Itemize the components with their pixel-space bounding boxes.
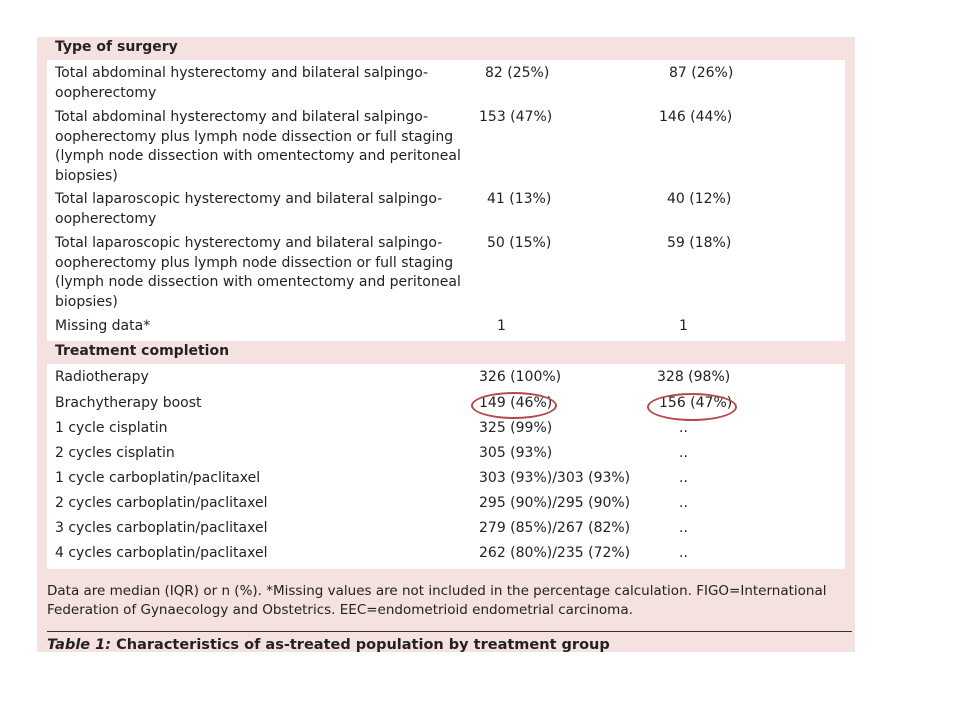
row-value-group1: 326 (100%)	[479, 369, 562, 385]
row-label: 1 cycle cisplatin	[55, 420, 168, 436]
row-value-group2: ..	[679, 470, 688, 486]
row-value-group2: 1	[679, 318, 688, 334]
row-label: 2 cycles cisplatin	[55, 445, 175, 461]
row-value-group1: 305 (93%)	[479, 445, 553, 461]
row-value-group1: 41 (13%)	[487, 191, 552, 207]
table-number: Table 1:	[47, 637, 112, 652]
row-value-group1: 303 (93%)/303 (93%)	[479, 470, 631, 486]
row-value-group1: 1	[497, 318, 506, 334]
section-header-treatment-completion: Treatment completion	[55, 343, 230, 359]
row-label: Total laparoscopic hysterectomy and bila…	[55, 191, 443, 227]
row-value-group2: ..	[679, 545, 688, 561]
row-label: Total abdominal hysterectomy and bilater…	[55, 65, 429, 101]
section-header-type-of-surgery: Type of surgery	[55, 39, 178, 55]
row-value-group1: 262 (80%)/235 (72%)	[479, 545, 631, 561]
row-label: Brachytherapy boost	[55, 395, 202, 411]
row-label: Radiotherapy	[55, 369, 149, 385]
row-label: 2 cycles carboplatin/paclitaxel	[55, 495, 268, 511]
table-panel: Type of surgery Total abdominal hysterec…	[37, 37, 855, 652]
table-title: Characteristics of as-treated population…	[116, 637, 610, 652]
table-caption: Table 1: Characteristics of as-treated p…	[47, 637, 610, 652]
row-value-group2: 59 (18%)	[667, 235, 732, 251]
table-footnote: Data are median (IQR) or n (%). *Missing…	[47, 583, 827, 618]
row-value-group2: ..	[679, 520, 688, 536]
section-body-type-of-surgery	[47, 60, 845, 341]
row-value-group2: ..	[679, 445, 688, 461]
row-label: Total abdominal hysterectomy and bilater…	[55, 109, 461, 184]
row-value-group2: ..	[679, 420, 688, 436]
row-label: Missing data*	[55, 318, 151, 334]
row-value-group1: 279 (85%)/267 (82%)	[479, 520, 631, 536]
row-value-group1: 295 (90%)/295 (90%)	[479, 495, 631, 511]
row-value-group2: 146 (44%)	[659, 109, 733, 125]
row-value-group1: 153 (47%)	[479, 109, 553, 125]
row-value-group2: 328 (98%)	[657, 369, 731, 385]
row-label: 3 cycles carboplatin/paclitaxel	[55, 520, 268, 536]
row-value-group1: 82 (25%)	[485, 65, 550, 81]
row-value-group1: 325 (99%)	[479, 420, 553, 436]
highlight-circle-group1	[471, 392, 557, 419]
caption-divider	[47, 631, 852, 632]
highlight-circle-group2	[647, 393, 737, 421]
row-value-group2: ..	[679, 495, 688, 511]
row-label: 4 cycles carboplatin/paclitaxel	[55, 545, 268, 561]
row-label: 1 cycle carboplatin/paclitaxel	[55, 470, 261, 486]
row-value-group2: 87 (26%)	[669, 65, 734, 81]
row-value-group2: 40 (12%)	[667, 191, 732, 207]
row-label: Total laparoscopic hysterectomy and bila…	[55, 235, 461, 310]
row-value-group1: 50 (15%)	[487, 235, 552, 251]
